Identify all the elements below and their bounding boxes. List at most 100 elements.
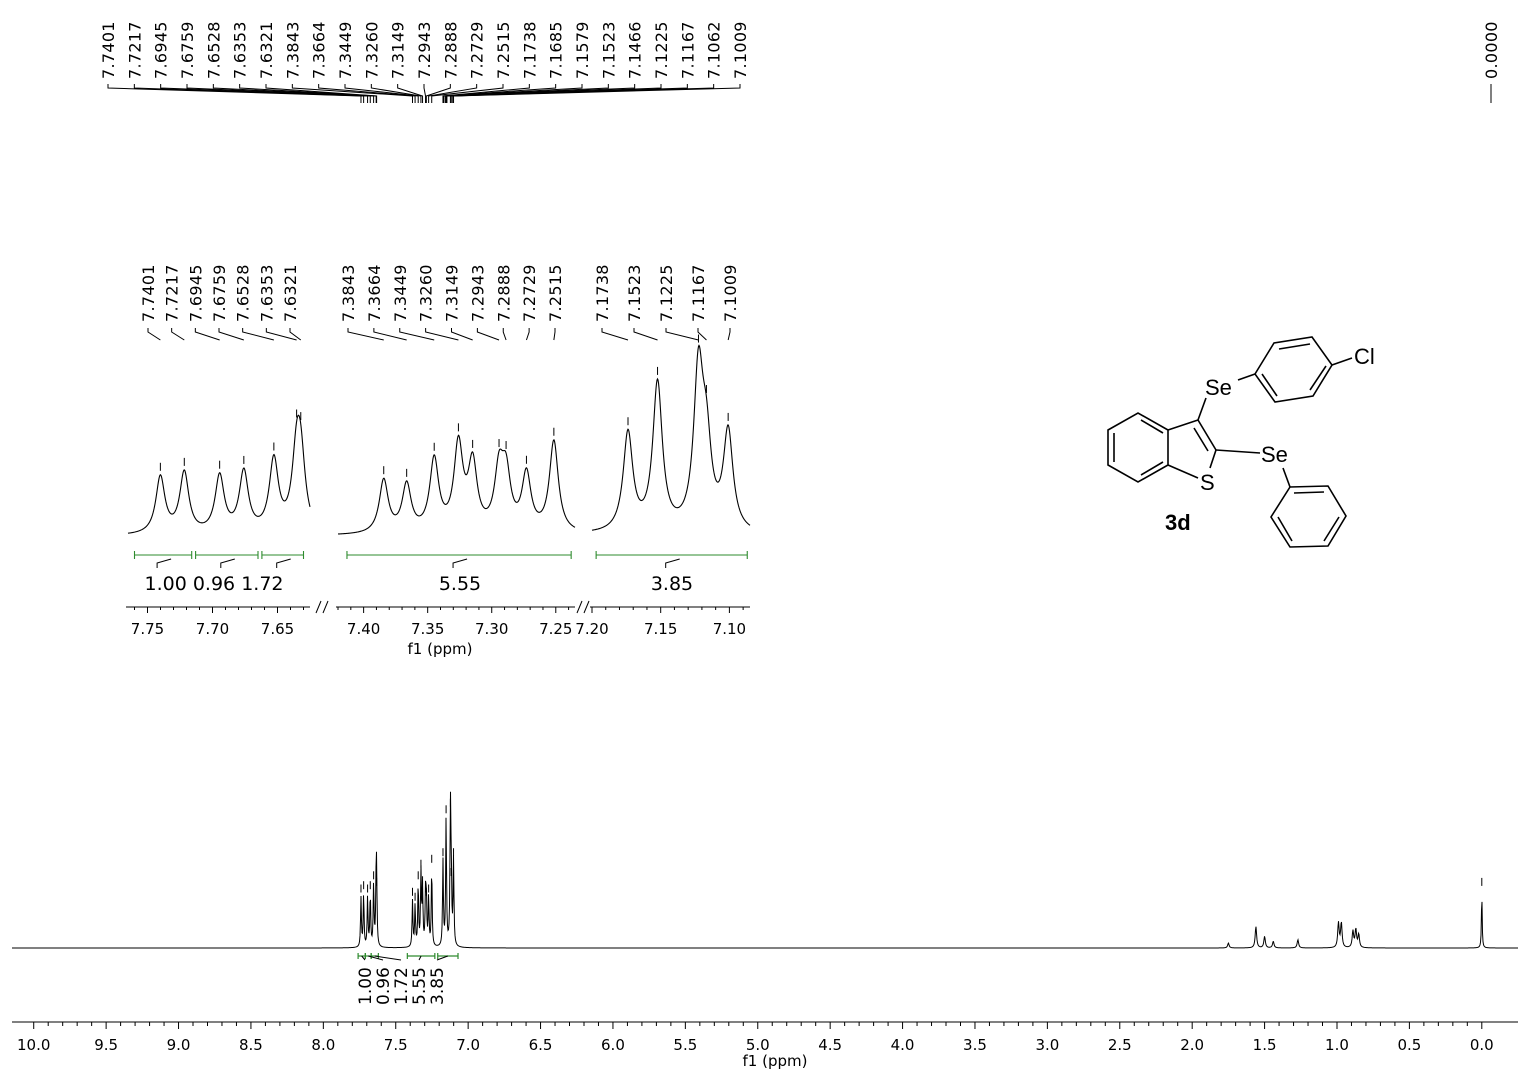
- main-x-axis-title: f1 (ppm): [743, 1052, 808, 1070]
- expansion-peak-label-connector: [697, 328, 707, 341]
- expansion-integral-curve: [665, 558, 680, 568]
- expansion-peak-label: 7.6759: [210, 264, 229, 322]
- main-peak-label-connector: [443, 84, 557, 103]
- main-spectrum-trace: [12, 791, 1518, 949]
- expansion-axis-tick-label: 7.25: [539, 620, 572, 638]
- main-axis-tick-label: 5.0: [746, 1036, 770, 1054]
- main-peak-label: 7.3843: [283, 21, 302, 79]
- main-peak-label-connector: [133, 84, 365, 103]
- expansion-peak-label-connector: [194, 328, 220, 341]
- structure-atom-labels: Se Se S Cl 3d: [1165, 344, 1375, 535]
- main-axis-tick-label: 0.5: [1397, 1036, 1421, 1054]
- main-peak-label-connector: [291, 84, 413, 103]
- expansion-peak-label: 7.1167: [689, 264, 708, 322]
- c2-s-bond: [1209, 449, 1217, 469]
- expansion-spectrum-traces: [127, 344, 751, 535]
- expansion-peak-label: 7.3260: [417, 264, 436, 322]
- expansion-axis-tick-label: 7.70: [196, 620, 229, 638]
- main-axis-tick-label: 2.0: [1180, 1036, 1204, 1054]
- expansion-peak-label: 7.7401: [139, 264, 158, 322]
- expansion-peak-label: 7.3843: [339, 264, 358, 322]
- expansion-peak-label-connector: [665, 328, 699, 341]
- main-axis-tick-label: 7.0: [456, 1036, 480, 1054]
- main-peak-label: 7.6321: [257, 21, 276, 79]
- chlorophenyl-double-bond-2: [1309, 365, 1327, 391]
- expansion-peak-label-connector: [399, 328, 435, 341]
- main-integral-label: 0.96: [374, 967, 394, 1005]
- main-peak-label-connector: [423, 84, 427, 103]
- main-spectrum: 1.000.961.725.553.85 10.0 9.5 9.0 8.5 8.0 7.5…: [12, 791, 1518, 1070]
- expansion-peak-label: 7.3449: [391, 264, 410, 322]
- main-axis-tick-label: 1.5: [1253, 1036, 1277, 1054]
- main-axis-tick-label: 4.0: [891, 1036, 915, 1054]
- main-peak-label-connector: [431, 84, 504, 103]
- expansion-peak-label: 7.2515: [546, 264, 565, 322]
- expansion-axis-tick-label: 7.35: [411, 620, 444, 638]
- main-integral-label: 3.85: [428, 967, 448, 1005]
- phenyl-double-bond-2: [1323, 516, 1340, 542]
- axis-break-mark: [315, 600, 322, 614]
- expansion-peak-label: 7.6353: [257, 264, 276, 322]
- expansion-integral-curve: [452, 558, 468, 568]
- main-peak-label-connector: [318, 84, 416, 103]
- c-cl-bond: [1331, 357, 1353, 366]
- main-integral-label: 1.00: [356, 967, 376, 1005]
- expansion-peak-label-connector: [373, 328, 407, 341]
- expansion-trace-segment: [591, 344, 751, 531]
- expansion-peak-label-connectors: [147, 328, 731, 341]
- main-axis-tick-label: 2.5: [1108, 1036, 1132, 1054]
- expansion-peak-label-connector: [347, 328, 384, 341]
- main-peak-label-connector: [186, 84, 371, 103]
- main-peak-label: 7.3260: [362, 21, 381, 79]
- expansion-peak-label: 7.6945: [186, 264, 205, 322]
- expansion-peak-label-connector: [147, 328, 161, 341]
- expansion-peak-label-connector: [451, 328, 473, 341]
- expansion-peak-label-connector: [633, 328, 658, 341]
- phenyl-double-bond-3: [1277, 516, 1293, 542]
- main-peak-label-connector: [444, 84, 583, 103]
- main-peak-label: 7.6945: [152, 21, 171, 79]
- expansion-peak-label-connector: [601, 328, 629, 341]
- expansion-peak-label: 7.6528: [234, 264, 253, 322]
- main-peak-label: 7.2729: [468, 21, 487, 79]
- main-axis-tick-label: 0.0: [1470, 1036, 1494, 1054]
- expansion-peak-label-connector: [502, 328, 507, 341]
- compound-label: 3d: [1165, 510, 1191, 535]
- expansion-integral-labels: 1.00 0.96 1.72 5.55 3.85: [145, 573, 694, 595]
- main-axis-tick-label: 3.5: [963, 1036, 987, 1054]
- main-peak-label-connector: [265, 84, 378, 103]
- c3a-c3-bond: [1167, 419, 1199, 431]
- chlorophenyl-double-bond-1: [1278, 343, 1311, 350]
- phenyl-ring: [1270, 485, 1347, 548]
- expansion-peak-label: 7.1225: [657, 264, 676, 322]
- main-peak-label-connector: [442, 84, 530, 103]
- axis-break-mark: [583, 600, 590, 614]
- main-peak-label-connectors: [107, 84, 741, 103]
- main-peak-label: 7.6353: [231, 21, 250, 79]
- c3-c2-double-bond: [1193, 427, 1209, 452]
- main-peak-label: 7.1685: [547, 21, 566, 79]
- expansion-peak-labels: 7.7401 7.7217 7.6945 7.6759 7.6528 7.6353 7.63…: [139, 264, 740, 322]
- atom-se-2: Se: [1261, 442, 1288, 467]
- expansion-inset: 7.7401 7.7217 7.6945 7.6759 7.6528 7.6353 7.63…: [126, 264, 751, 658]
- main-peak-label: 7.6759: [178, 21, 197, 79]
- c3-c2-bond: [1197, 419, 1217, 451]
- main-integral-connector: [436, 955, 449, 961]
- expansion-peak-label-connector: [218, 328, 244, 341]
- benzo-double-bond-3: [1140, 461, 1164, 476]
- main-peak-label-connector: [370, 84, 422, 103]
- expansion-integral-curve: [156, 558, 172, 568]
- expansion-peak-label-connector: [171, 328, 185, 341]
- main-peak-label-connector: [428, 84, 478, 103]
- main-axis-tick-label: 10.0: [17, 1036, 50, 1054]
- atom-se-3: Se: [1205, 375, 1232, 400]
- main-peak-label: 7.1466: [626, 21, 645, 79]
- benzo-double-bond-2: [1140, 419, 1164, 434]
- main-peak-label: 7.3664: [310, 21, 329, 79]
- expansion-peak-label: 7.6321: [281, 264, 300, 322]
- s-c7a-bond: [1167, 464, 1199, 479]
- expansion-peak-label-connector: [265, 328, 297, 341]
- c2-se-bond: [1215, 449, 1261, 454]
- atom-cl: Cl: [1354, 344, 1375, 369]
- expansion-integrals: [133, 551, 748, 568]
